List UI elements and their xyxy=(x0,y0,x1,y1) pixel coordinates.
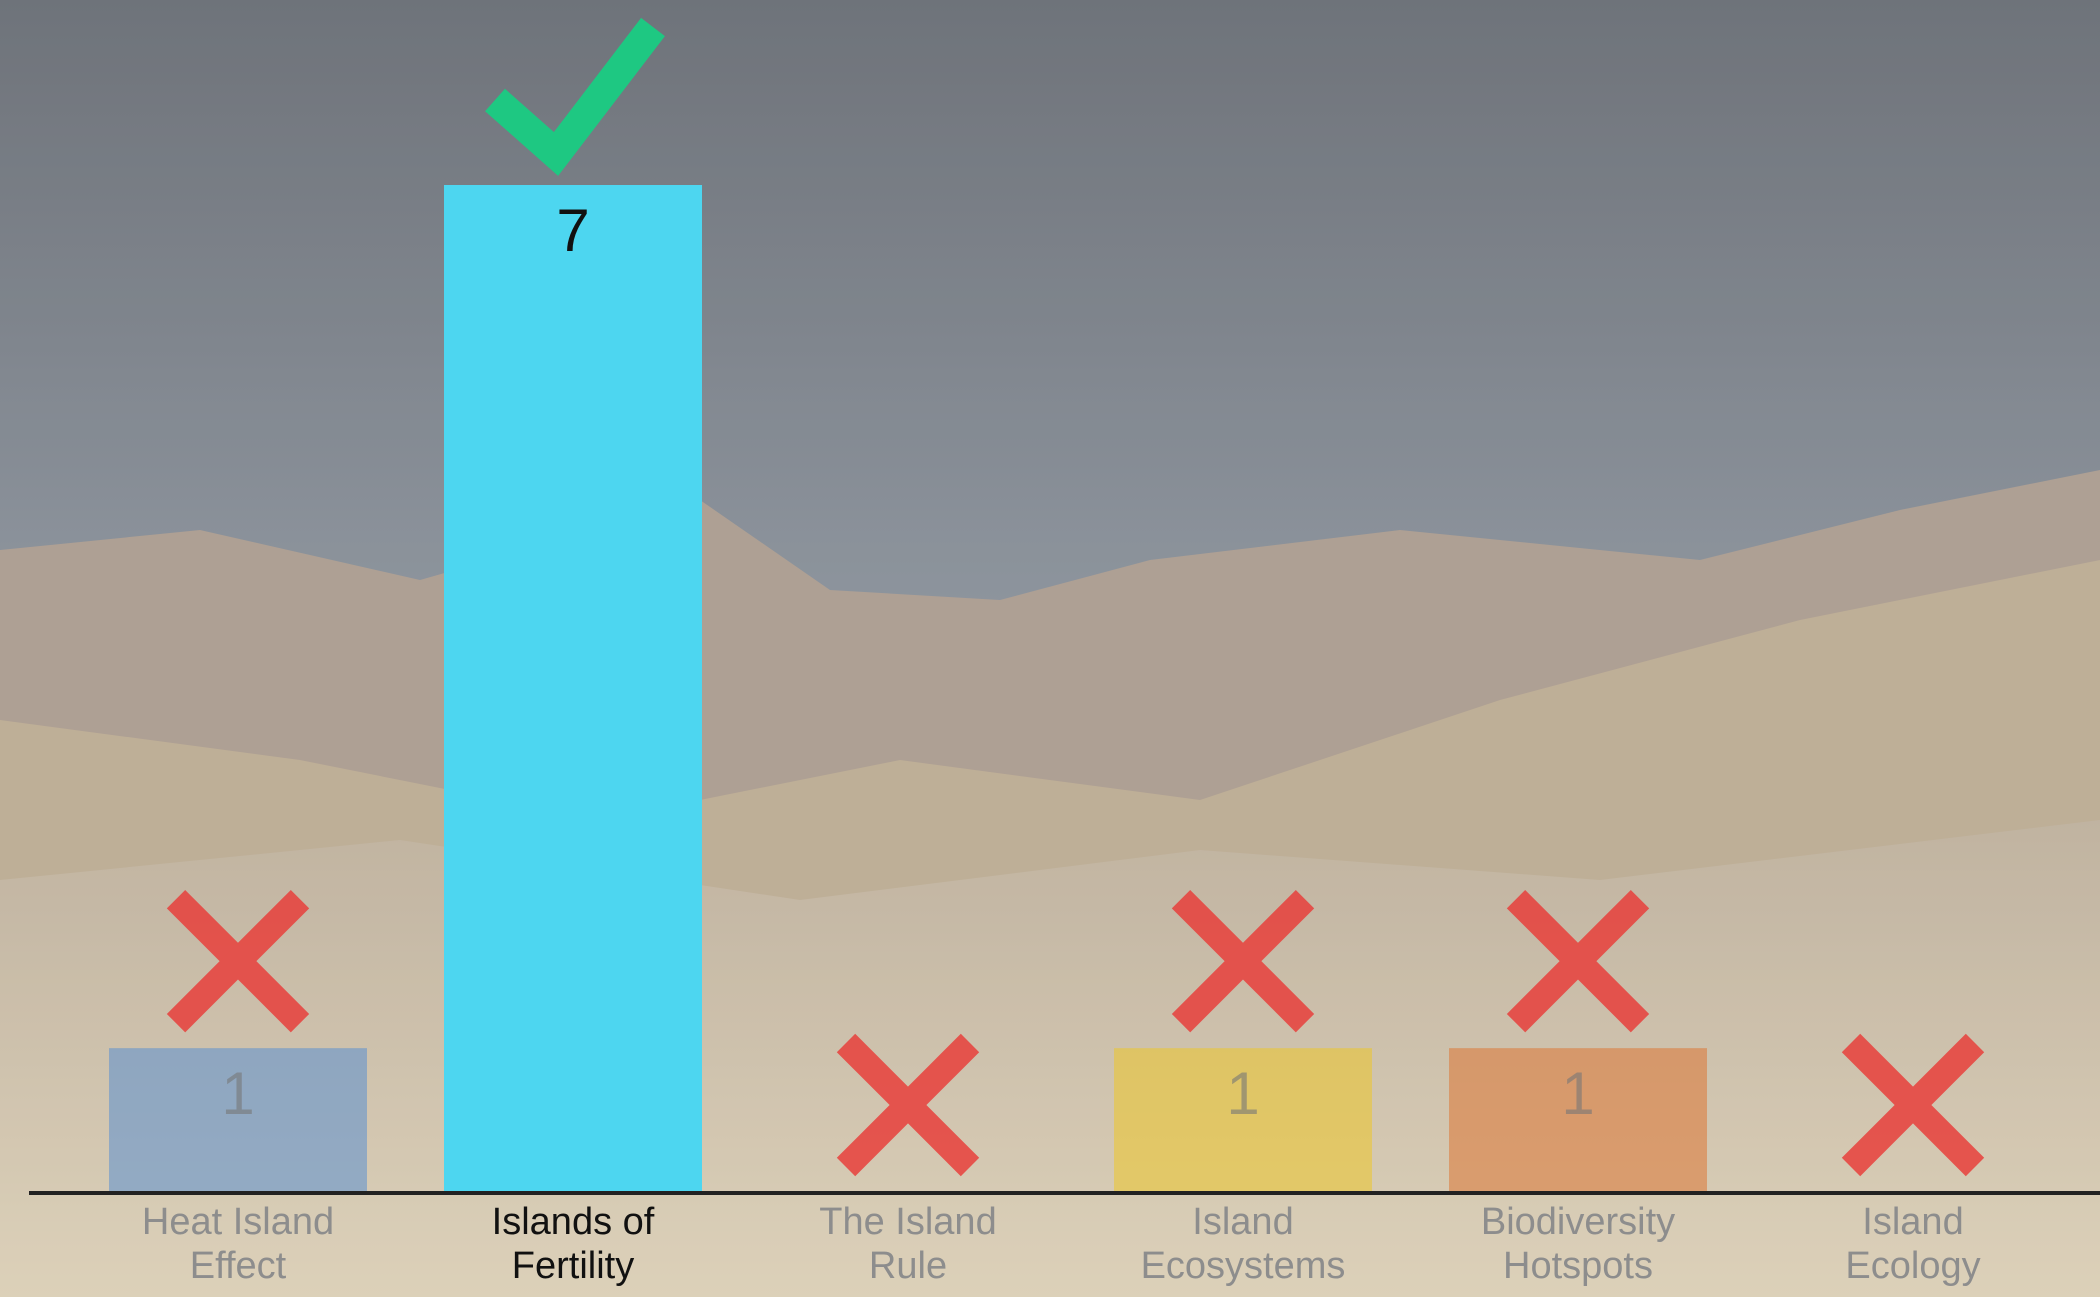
category-label: Island Ecology xyxy=(1798,1200,2028,1288)
category-label: The Island Rule xyxy=(793,1200,1023,1288)
chart: 1711 xyxy=(0,0,2100,1297)
poll-result: 1711 Heat Island EffectIslands of Fertil… xyxy=(0,0,2100,1297)
category-label: Island Ecosystems xyxy=(1128,1200,1358,1288)
value-label: 1 xyxy=(1226,1060,1259,1127)
value-label: 1 xyxy=(221,1060,254,1127)
category-label: Biodiversity Hotspots xyxy=(1463,1200,1693,1288)
category-label: Heat Island Effect xyxy=(123,1200,353,1288)
category-label: Islands of Fertility xyxy=(458,1200,688,1288)
value-label: 7 xyxy=(556,197,589,264)
bar xyxy=(444,185,702,1192)
value-label: 1 xyxy=(1561,1060,1594,1127)
